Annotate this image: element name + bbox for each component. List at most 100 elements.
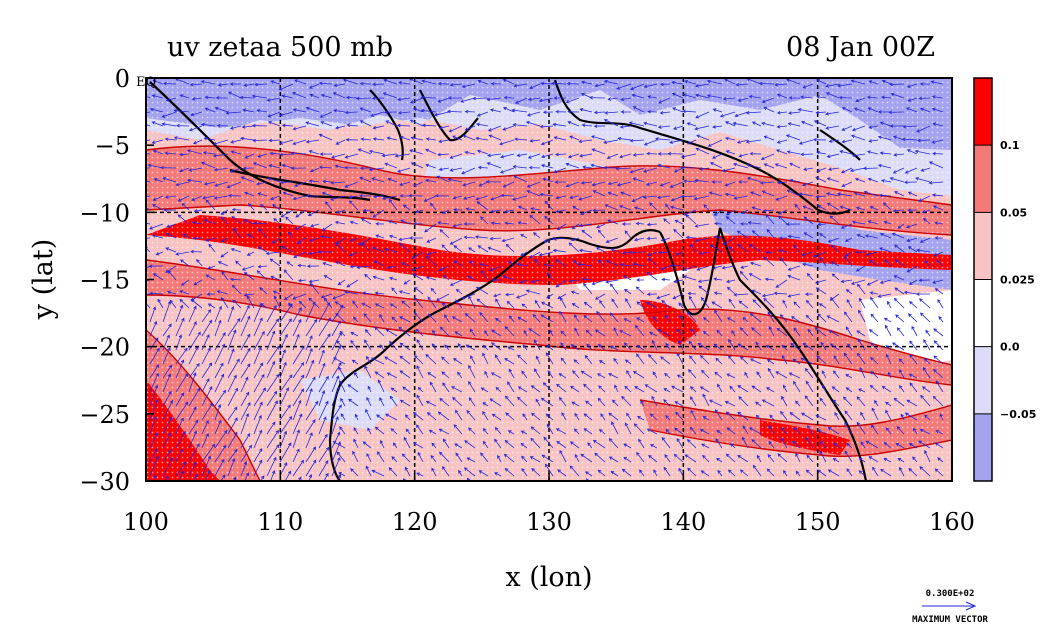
wind-vector xyxy=(425,178,437,183)
wind-vector xyxy=(279,303,293,323)
wind-vector xyxy=(867,107,879,113)
wind-vector xyxy=(472,96,489,101)
wind-vector xyxy=(825,83,840,88)
wind-vector xyxy=(628,121,645,127)
wind-vector xyxy=(546,423,554,435)
wind-vector xyxy=(711,483,722,490)
wind-vector xyxy=(149,347,160,365)
wind-vector xyxy=(214,181,229,187)
wind-vector xyxy=(502,181,515,188)
wind-vector xyxy=(318,333,331,351)
wind-vector xyxy=(767,367,775,379)
wind-vector xyxy=(604,204,619,211)
wind-vector xyxy=(570,344,580,351)
wind-vector xyxy=(279,387,289,407)
wind-vector xyxy=(643,121,658,127)
wind-vector xyxy=(485,180,502,184)
wind-vector xyxy=(605,279,619,284)
wind-vector xyxy=(398,237,411,242)
wind-vector xyxy=(827,469,840,477)
wind-vector xyxy=(858,297,866,309)
wind-vector xyxy=(775,195,788,201)
wind-vector xyxy=(733,293,749,297)
wind-vector xyxy=(859,367,866,379)
wind-vector xyxy=(916,248,931,253)
wind-vector xyxy=(478,470,489,477)
wind-vector xyxy=(151,121,164,127)
wind-vector xyxy=(512,123,528,127)
wind-vector xyxy=(574,412,580,421)
wind-vector xyxy=(500,153,515,159)
wind-vector xyxy=(934,288,944,295)
wind-vector xyxy=(235,260,242,267)
wind-vector xyxy=(214,389,226,407)
wind-vector xyxy=(366,355,372,365)
wind-vector xyxy=(709,244,723,253)
wind-vector xyxy=(256,270,268,281)
wind-vector xyxy=(229,167,242,173)
wind-vector xyxy=(442,438,450,449)
wind-vector xyxy=(181,279,190,286)
wind-vector xyxy=(680,194,697,199)
wind-vector xyxy=(841,107,853,113)
wind-vector xyxy=(895,442,905,449)
wind-vector xyxy=(657,329,671,337)
wind-vector xyxy=(816,167,827,172)
wind-vector xyxy=(403,279,411,285)
wind-vector xyxy=(787,274,801,281)
wind-vector xyxy=(726,427,736,435)
wind-vector xyxy=(346,279,359,288)
wind-vector xyxy=(201,420,209,435)
wind-vector xyxy=(840,279,853,284)
wind-vector xyxy=(910,486,917,490)
wind-vector xyxy=(517,221,528,225)
wind-vector xyxy=(412,442,424,449)
wind-vector xyxy=(372,82,385,87)
wind-vector xyxy=(768,326,775,337)
wind-vector xyxy=(870,370,879,379)
y-tick-label: −30 xyxy=(79,468,130,496)
wind-vector xyxy=(881,385,892,393)
wind-vector xyxy=(656,293,671,300)
wind-vector xyxy=(918,195,931,202)
wind-vector xyxy=(699,429,710,435)
wind-vector xyxy=(267,177,281,183)
wind-vector xyxy=(570,385,580,393)
wind-vector xyxy=(555,209,567,214)
wind-vector xyxy=(676,438,684,449)
wind-vector xyxy=(639,469,645,477)
wind-vector xyxy=(292,448,300,463)
wind-vector xyxy=(146,195,151,198)
wind-vector xyxy=(348,251,359,257)
wind-vector xyxy=(305,139,320,144)
wind-vector xyxy=(535,486,540,490)
wind-vector xyxy=(442,382,450,393)
wind-vector xyxy=(188,443,200,463)
wind-vector xyxy=(240,363,251,379)
wind-vector xyxy=(701,369,710,379)
wind-vector xyxy=(351,359,359,365)
wind-vector xyxy=(162,334,170,351)
wind-vector xyxy=(639,487,645,490)
wind-vector xyxy=(310,223,320,228)
wind-vector xyxy=(254,82,268,87)
wind-vector xyxy=(535,355,541,365)
wind-vector xyxy=(334,220,346,225)
wind-vector xyxy=(635,286,645,295)
wind-vector xyxy=(376,414,385,421)
wind-vector xyxy=(801,181,814,187)
wind-vector xyxy=(240,347,251,365)
wind-vector xyxy=(817,313,827,323)
wind-vector xyxy=(228,193,242,198)
wind-vector xyxy=(146,237,151,239)
wind-vector xyxy=(240,304,250,323)
wind-vector xyxy=(349,264,359,269)
wind-vector xyxy=(384,247,398,253)
wind-vector xyxy=(370,357,385,365)
wind-vector xyxy=(538,97,554,103)
wind-vector xyxy=(657,125,671,129)
wind-vector xyxy=(527,97,541,101)
wind-vector xyxy=(279,111,294,117)
wind-vector xyxy=(520,483,527,490)
wind-vector xyxy=(193,209,203,213)
